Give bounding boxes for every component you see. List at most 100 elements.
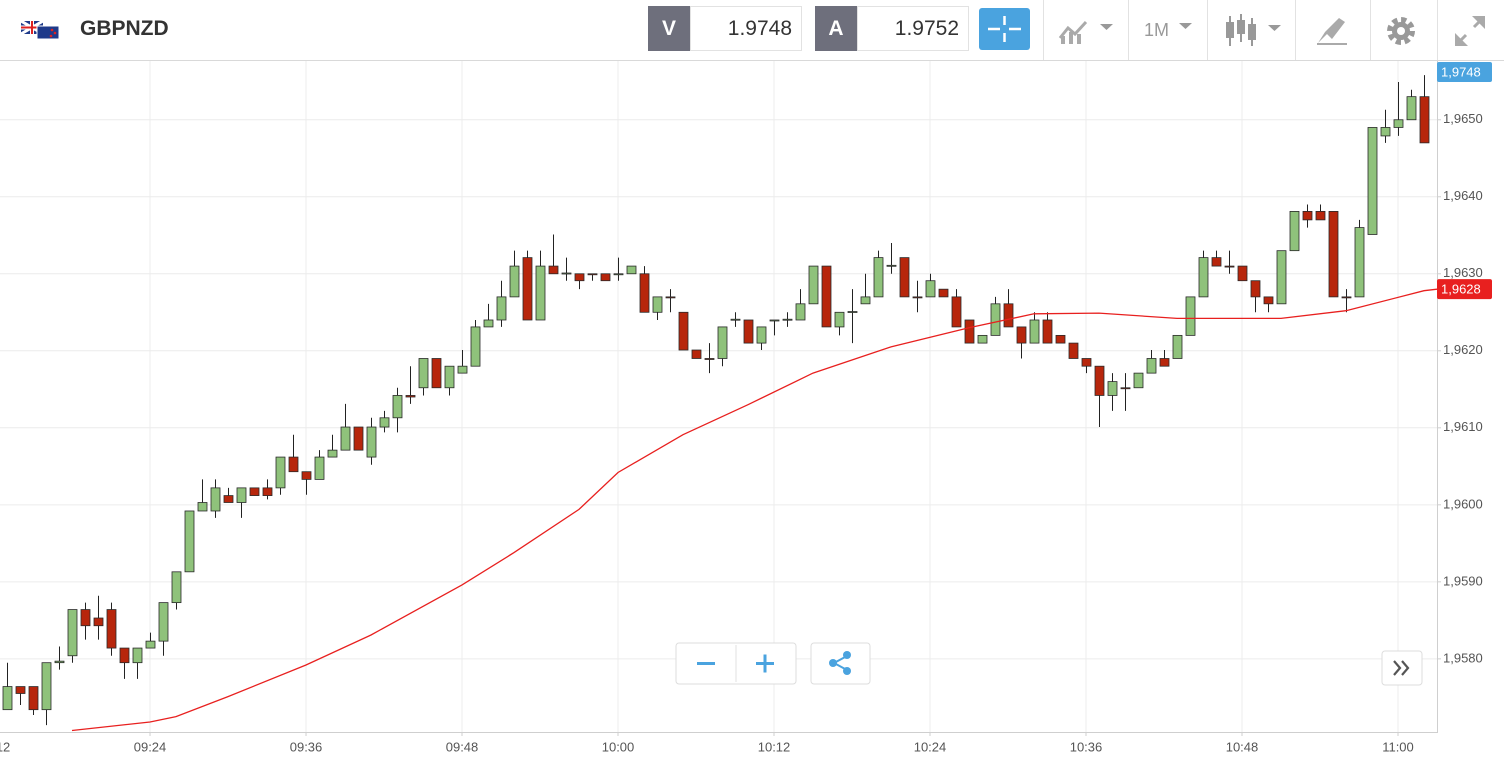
ma-price-marker — [1437, 279, 1492, 300]
dropdown-arrow — [1179, 23, 1192, 29]
candle-body — [1094, 365, 1105, 396]
candle-body — [327, 449, 338, 458]
candle-body — [587, 273, 598, 276]
candle-body — [990, 303, 1001, 336]
x-tick-label: 09:12 — [0, 739, 10, 754]
x-tick-label: 10:24 — [914, 739, 947, 754]
candle-body — [236, 487, 247, 503]
candle-body — [860, 296, 871, 305]
candle-body — [184, 510, 195, 573]
x-tick-label: 10:00 — [602, 739, 635, 754]
candle-body — [418, 358, 429, 389]
candle-body — [613, 273, 624, 276]
scroll-end-box[interactable] — [1381, 650, 1423, 686]
bid-price[interactable]: 1.9748 — [690, 6, 802, 51]
candle-body — [119, 647, 130, 664]
candle-body — [951, 296, 962, 328]
candle-body — [925, 280, 936, 298]
separator — [1295, 0, 1296, 60]
candle-body — [41, 662, 52, 711]
currency-flags — [21, 21, 60, 39]
x-tick-label: 09:48 — [446, 739, 479, 754]
candle-body — [106, 609, 117, 649]
indicators-button[interactable] — [1058, 16, 1118, 46]
candle-body — [522, 257, 533, 321]
settings-button[interactable] — [1384, 14, 1418, 48]
zoom-out-button[interactable] — [677, 644, 735, 683]
candle-body — [1380, 127, 1391, 137]
interval-button[interactable]: 1M — [1144, 20, 1170, 40]
candle-body — [1276, 250, 1287, 305]
candle-body — [262, 487, 273, 496]
candle-body — [1133, 372, 1144, 389]
candle-body — [1081, 358, 1092, 367]
candle-body — [730, 318, 741, 321]
bid-price-label: 1,9748 — [1441, 64, 1481, 79]
indicator-bar — [1061, 36, 1065, 44]
candle-body — [15, 686, 26, 694]
crosshair-button[interactable] — [979, 8, 1030, 50]
candle-body — [1120, 387, 1131, 390]
fullscreen-button[interactable] — [1452, 13, 1488, 49]
separator — [1370, 0, 1371, 60]
candle-body — [340, 426, 351, 451]
candle-body — [782, 318, 793, 321]
y-tick-label: 1,9590 — [1443, 573, 1483, 588]
candle-body — [678, 311, 689, 351]
candle-body — [717, 326, 728, 359]
interval-dropdown[interactable] — [1178, 22, 1194, 32]
candle-body — [314, 456, 325, 480]
candle-body — [210, 487, 221, 512]
icon-body — [1248, 24, 1256, 40]
share-node — [843, 651, 851, 659]
candle-body — [600, 273, 611, 282]
candle-body — [1224, 265, 1235, 268]
zoom-in-button[interactable] — [737, 644, 795, 683]
bid-label[interactable]: V — [648, 6, 690, 51]
candle-body — [1055, 334, 1066, 344]
dropdown-arrow — [1100, 24, 1113, 30]
candle-body — [535, 265, 546, 321]
x-tick-label: 09:24 — [134, 739, 167, 754]
candle-body — [457, 365, 468, 374]
y-tick-label: 1,9580 — [1443, 650, 1483, 665]
ask-price[interactable]: 1.9752 — [857, 6, 969, 51]
y-tick-label: 1,9610 — [1443, 419, 1483, 434]
ma-price-label: 1,9628 — [1441, 282, 1481, 297]
candle-body — [80, 609, 91, 627]
candle-body — [353, 426, 364, 451]
candle-body — [769, 319, 780, 322]
x-tick-label: 10:36 — [1070, 739, 1103, 754]
candle-body — [1159, 358, 1170, 367]
share-button[interactable] — [810, 642, 871, 685]
candle-body — [2, 686, 13, 711]
chart-type-button[interactable] — [1225, 12, 1285, 50]
gear-teeth — [1387, 17, 1415, 45]
candle-body — [1250, 280, 1261, 298]
moving-average-line — [71, 288, 1438, 732]
scroll-end-button[interactable] — [1381, 650, 1423, 686]
candle-body — [873, 257, 884, 298]
candle-body — [1237, 265, 1248, 282]
candle-body — [1393, 119, 1404, 128]
candle-body — [1029, 319, 1040, 344]
y-tick-label: 1,9650 — [1443, 111, 1483, 126]
share-box[interactable] — [810, 642, 871, 685]
candle-body — [847, 311, 858, 313]
share-node — [829, 659, 837, 667]
candle-body — [1211, 257, 1222, 267]
candle-body — [366, 426, 377, 458]
candle-body — [1185, 296, 1196, 336]
candle-body — [288, 456, 299, 473]
axis-labels: 1,9580 1,9590 1,9600 1,9610 1,9620 1,9630 1,96… — [0, 111, 1483, 754]
ask-label[interactable]: A — [815, 6, 857, 51]
drawing-tools-button[interactable] — [1315, 14, 1349, 46]
candle-body — [301, 471, 312, 480]
candle-body — [1263, 296, 1274, 305]
candle-body — [1328, 211, 1339, 298]
candle-body — [704, 358, 715, 360]
crosshair-lines — [988, 16, 1021, 42]
candle-body — [275, 456, 286, 489]
